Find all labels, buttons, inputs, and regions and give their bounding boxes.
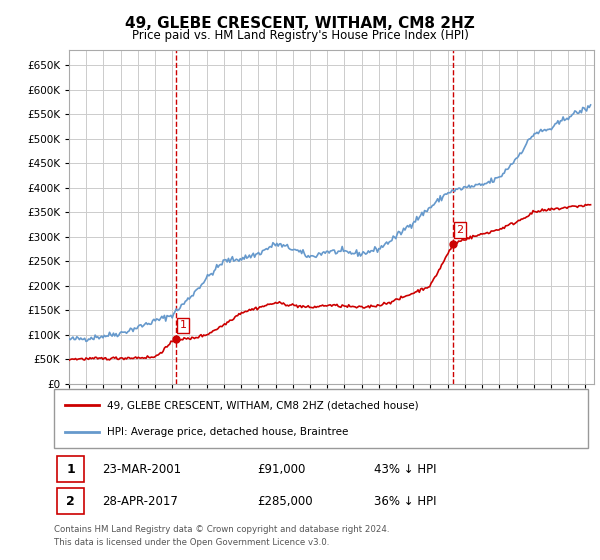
Text: 49, GLEBE CRESCENT, WITHAM, CM8 2HZ (detached house): 49, GLEBE CRESCENT, WITHAM, CM8 2HZ (det… (107, 400, 419, 410)
Text: HPI: Average price, detached house, Braintree: HPI: Average price, detached house, Brai… (107, 427, 349, 437)
Text: 43% ↓ HPI: 43% ↓ HPI (374, 463, 437, 475)
Text: 1: 1 (66, 463, 75, 475)
Text: 49, GLEBE CRESCENT, WITHAM, CM8 2HZ: 49, GLEBE CRESCENT, WITHAM, CM8 2HZ (125, 16, 475, 31)
Text: £285,000: £285,000 (257, 494, 313, 508)
Text: 2: 2 (457, 225, 464, 235)
Text: 23-MAR-2001: 23-MAR-2001 (102, 463, 181, 475)
Text: 36% ↓ HPI: 36% ↓ HPI (374, 494, 437, 508)
FancyBboxPatch shape (56, 456, 85, 482)
Text: £91,000: £91,000 (257, 463, 305, 475)
Text: Price paid vs. HM Land Registry's House Price Index (HPI): Price paid vs. HM Land Registry's House … (131, 29, 469, 42)
FancyBboxPatch shape (56, 488, 85, 514)
Text: 2: 2 (66, 494, 75, 508)
Text: This data is licensed under the Open Government Licence v3.0.: This data is licensed under the Open Gov… (54, 538, 329, 547)
Text: 1: 1 (179, 320, 187, 330)
Text: Contains HM Land Registry data © Crown copyright and database right 2024.: Contains HM Land Registry data © Crown c… (54, 525, 389, 534)
FancyBboxPatch shape (54, 389, 588, 448)
Text: 28-APR-2017: 28-APR-2017 (102, 494, 178, 508)
